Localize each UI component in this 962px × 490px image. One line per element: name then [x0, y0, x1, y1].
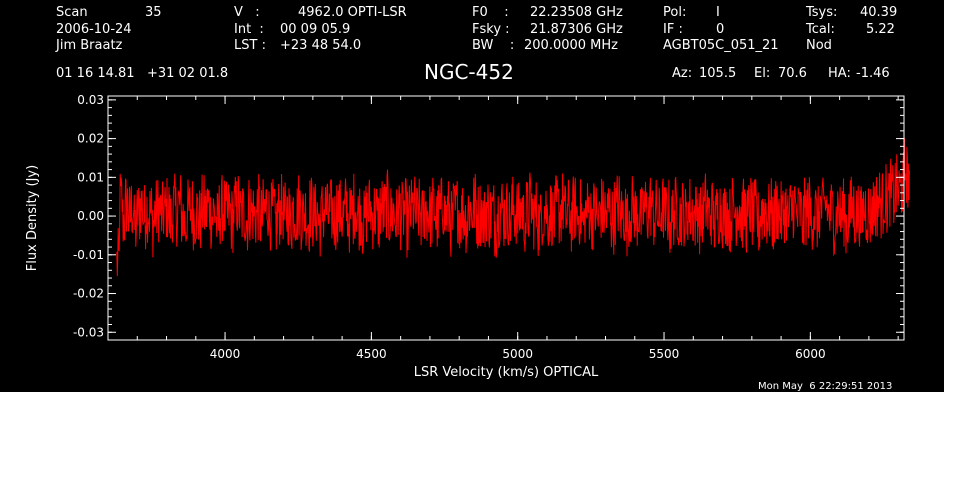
scan-label: Scan	[56, 5, 88, 20]
f0-label: F0 :	[472, 5, 509, 20]
xtick-label: 5000	[502, 347, 533, 361]
obs-mode: Nod	[806, 38, 832, 53]
plot-frame	[107, 95, 905, 341]
fsky-label: Fsky :	[472, 22, 510, 37]
velocity-value: 4962.0 OPTI-LSR	[298, 5, 407, 20]
spectrum-chart: -0.03 -0.02 -0.01 0.00 0.01 0.02 0.03 4000 4500 5…	[25, 93, 910, 380]
ytick-label: -0.01	[73, 248, 104, 262]
xtick-label: 5500	[649, 347, 680, 361]
fsky-value: 21.87306 GHz	[530, 22, 623, 37]
int-label: Int :	[234, 22, 264, 37]
tsys-label: Tsys:	[806, 5, 838, 20]
tcal-label: Tcal:	[806, 22, 835, 37]
az-label: Az:	[672, 66, 693, 81]
xtick-label: 4500	[356, 347, 387, 361]
ytick-label: 0.01	[77, 170, 104, 184]
xtick-label: 4000	[210, 347, 241, 361]
bw-value: 200.0000 MHz	[524, 38, 618, 53]
lst-value: +23 48 54.0	[280, 38, 362, 53]
pol-value: I	[716, 5, 720, 20]
bw-label: BW :	[472, 38, 515, 53]
x-axis-label: LSR Velocity (km/s) OPTICAL	[414, 365, 599, 380]
y-axis-label: Flux Density (Jy)	[25, 165, 40, 271]
pol-label: Pol:	[663, 5, 687, 20]
source-name: NGC-452	[424, 60, 514, 84]
ha-value: -1.46	[856, 66, 890, 81]
xtick-label: 6000	[795, 347, 826, 361]
f0-value: 22.23508 GHz	[530, 5, 623, 20]
ytick-label: 0.02	[77, 132, 104, 146]
tsys-value: 40.39	[860, 5, 898, 20]
source-coords: 01 16 14.81 +31 02 01.8	[56, 66, 229, 81]
ha-label: HA:	[828, 66, 851, 81]
obs-date: 2006-10-24	[56, 22, 132, 37]
el-label: El:	[754, 66, 771, 81]
observer: Jim Braatz	[56, 38, 123, 53]
velocity-label: V :	[234, 5, 260, 20]
ytick-label: -0.02	[73, 287, 104, 301]
az-value: 105.5	[699, 66, 737, 81]
tcal-value: 5.22	[866, 22, 895, 37]
series-line-0	[116, 137, 910, 277]
ytick-label: -0.03	[73, 325, 104, 339]
if-value: 0	[716, 22, 725, 37]
lst-label: LST :	[234, 38, 266, 53]
if-label: IF :	[663, 22, 683, 37]
project-id: AGBT05C_051_21	[663, 38, 779, 53]
el-value: 70.6	[778, 66, 807, 81]
scan-value: 35	[145, 5, 162, 20]
int-value: 00 09 05.9	[280, 22, 351, 37]
plot-timestamp: Mon May 6 22:29:51 2013	[758, 381, 893, 392]
ytick-label: 0.00	[77, 209, 104, 223]
ytick-label: 0.03	[77, 93, 104, 107]
